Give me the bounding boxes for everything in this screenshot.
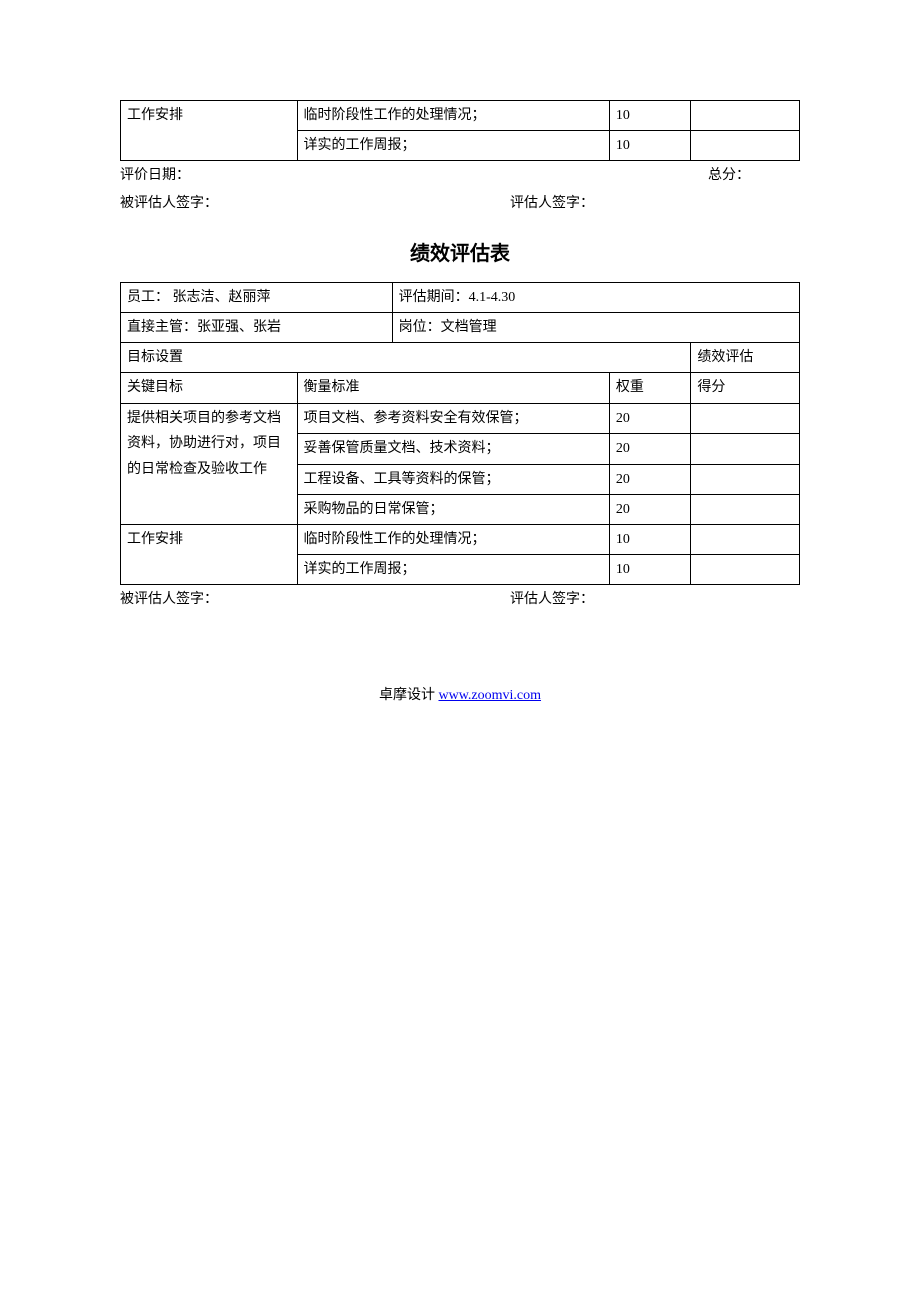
total-score-label: 总分： [708,163,800,188]
work-arrangement-table-partial: 工作安排 临时阶段性工作的处理情况； 10 详实的工作周报； 10 [120,100,800,161]
weight-cell: 10 [609,555,690,585]
perf-eval-header: 绩效评估 [691,343,800,373]
objective-desc-cell: 提供相关项目的参考文档资料，协助进行对，项目的日常检查及验收工作 [121,403,298,524]
employee-cell: 员工： 张志洁、赵丽萍 [121,282,393,312]
signature-row-1: 评价日期： 总分： [120,163,800,188]
period-cell: 评估期间：4.1-4.30 [392,282,799,312]
criteria-cell: 工程设备、工具等资料的保管； [297,464,609,494]
criteria-header: 衡量标准 [297,373,609,403]
performance-evaluation-table: 员工： 张志洁、赵丽萍 评估期间：4.1-4.30 直接主管：张亚强、张岩 岗位… [120,282,800,586]
evaluator-signature-label: 评估人签字： [410,191,800,216]
score-cell [691,403,800,434]
score-cell [691,434,800,464]
score-cell [691,464,800,494]
signature-row-3: 被评估人签字： 评估人签字： [120,587,800,612]
weight-cell: 10 [609,101,690,131]
goal-setting-header: 目标设置 [121,343,691,373]
criteria-cell: 详实的工作周报； [297,131,609,161]
form-title: 绩效评估表 [120,236,800,272]
weight-cell: 20 [609,434,690,464]
position-cell: 岗位：文档管理 [392,312,799,342]
work-arrange-label: 工作安排 [121,101,298,161]
weight-header: 权重 [609,373,690,403]
signature-row-2: 被评估人签字： 评估人签字： [120,191,800,216]
score-cell [691,101,800,131]
weight-cell: 20 [609,464,690,494]
weight-cell: 10 [609,524,690,554]
score-cell [691,555,800,585]
score-cell [691,131,800,161]
criteria-cell: 临时阶段性工作的处理情况； [297,101,609,131]
evaluee-signature-label: 被评估人签字： [120,191,410,216]
key-goal-header: 关键目标 [121,373,298,403]
criteria-cell: 详实的工作周报； [297,555,609,585]
score-cell [691,524,800,554]
footer-company: 卓摩设计 [379,688,439,703]
supervisor-cell: 直接主管：张亚强、张岩 [121,312,393,342]
criteria-cell: 采购物品的日常保管； [297,494,609,524]
weight-cell: 20 [609,403,690,434]
criteria-cell: 项目文档、参考资料安全有效保管； [297,403,609,434]
evaluator-signature-label: 评估人签字： [410,587,800,612]
footer-link[interactable]: www.zoomvi.com [438,688,541,703]
criteria-cell: 妥善保管质量文档、技术资料； [297,434,609,464]
work-arrange-label: 工作安排 [121,524,298,584]
score-cell [691,494,800,524]
score-header: 得分 [691,373,800,403]
page-footer: 卓摩设计 www.zoomvi.com [120,683,800,708]
eval-date-label: 评价日期： [120,163,708,188]
evaluee-signature-label: 被评估人签字： [120,587,410,612]
weight-cell: 20 [609,494,690,524]
weight-cell: 10 [609,131,690,161]
criteria-cell: 临时阶段性工作的处理情况； [297,524,609,554]
